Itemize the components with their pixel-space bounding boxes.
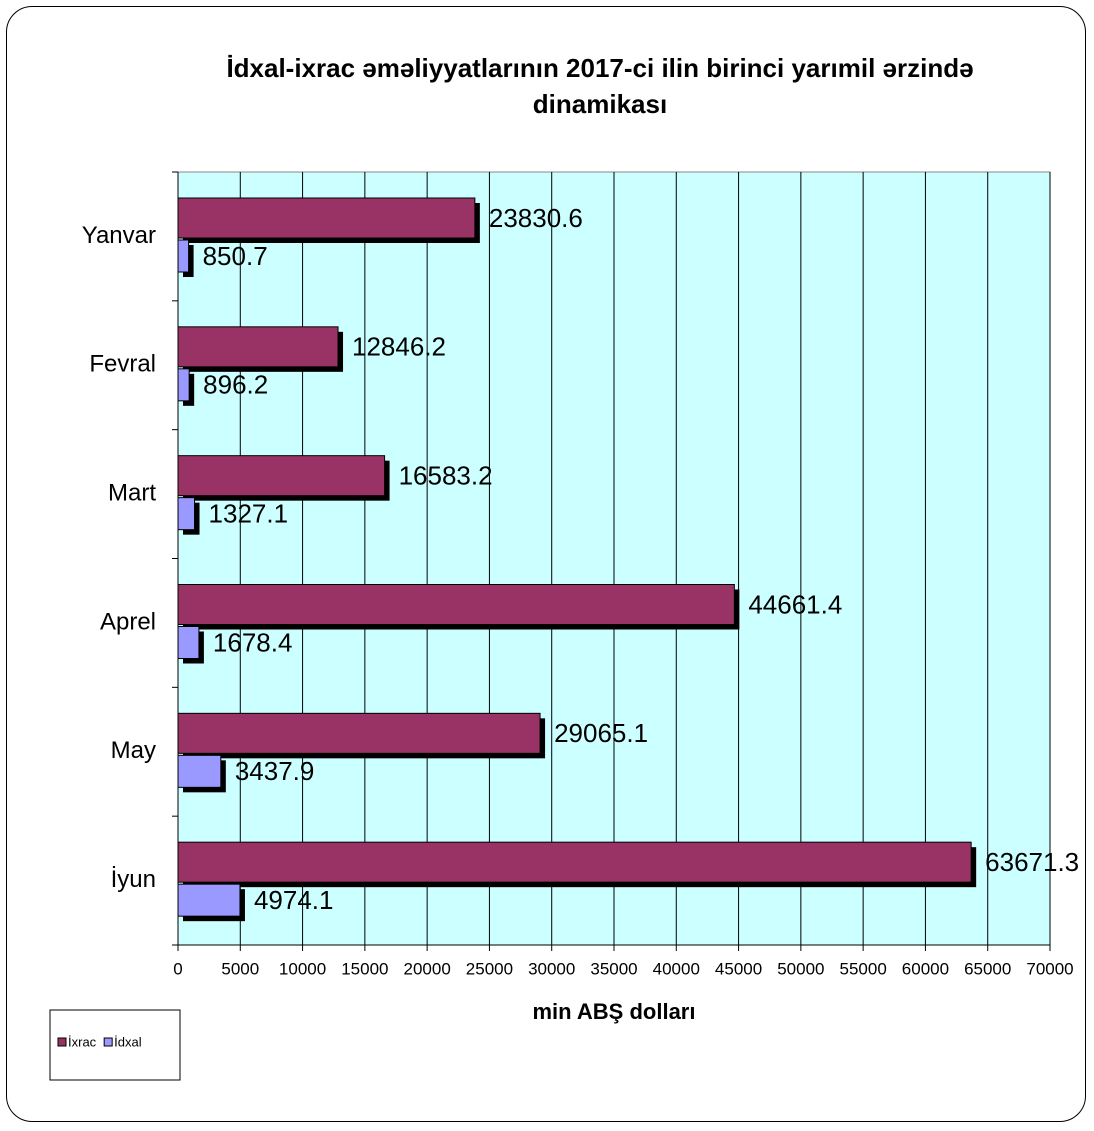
- x-tick-label: 60000: [902, 959, 949, 978]
- data-label: 1678.4: [213, 627, 293, 657]
- data-label: 44661.4: [748, 589, 842, 619]
- x-tick-label: 35000: [590, 959, 637, 978]
- data-label: 3437.9: [235, 756, 315, 786]
- bar: [177, 455, 386, 497]
- bar: [177, 754, 222, 788]
- x-tick-label: 10000: [279, 959, 326, 978]
- y-tick-label: Yanvar: [82, 222, 156, 249]
- x-tick-label: 55000: [840, 959, 887, 978]
- y-tick-label: İyun: [111, 866, 156, 893]
- bar: [177, 626, 200, 659]
- data-label: 4974.1: [254, 885, 334, 915]
- x-tick-label: 40000: [653, 959, 700, 978]
- legend-label: İdxal: [114, 1034, 142, 1049]
- data-label: 896.2: [203, 370, 268, 400]
- data-label: 1327.1: [209, 499, 289, 529]
- bar: [177, 239, 190, 273]
- chart-title: İdxal-ixrac əməliyyatlarının 2017-ci ili…: [226, 53, 974, 119]
- legend-swatch: [57, 1037, 67, 1047]
- legend-box: [49, 1009, 181, 1081]
- x-tick-label: 65000: [964, 959, 1011, 978]
- x-tick-label: 5000: [221, 959, 259, 978]
- data-label: 16583.2: [399, 461, 493, 491]
- data-label: 850.7: [203, 241, 268, 271]
- x-tick-label: 15000: [341, 959, 388, 978]
- y-tick-label: Aprel: [100, 608, 156, 635]
- bar: [177, 326, 339, 368]
- data-label: 12846.2: [352, 332, 446, 362]
- x-axis-title: min ABŞ dolları: [533, 999, 696, 1024]
- bar: [177, 584, 735, 625]
- bar: [177, 712, 541, 754]
- frame: [6, 6, 1086, 1122]
- bar: [177, 368, 190, 402]
- y-tick-label: Fevral: [89, 351, 156, 378]
- x-tick-label: 25000: [466, 959, 513, 978]
- data-label: 29065.1: [554, 718, 648, 748]
- x-tick-label: 50000: [777, 959, 824, 978]
- legend-label: İxrac: [68, 1034, 97, 1049]
- bar: [177, 841, 972, 883]
- bar: [177, 883, 241, 917]
- x-tick-label: 20000: [404, 959, 451, 978]
- x-tick-label: 0: [173, 959, 182, 978]
- data-label: 23830.6: [489, 203, 583, 233]
- x-tick-label: 70000: [1026, 959, 1073, 978]
- x-tick-label: 45000: [715, 959, 762, 978]
- legend-swatch: [103, 1037, 113, 1047]
- x-tick-label: 30000: [528, 959, 575, 978]
- bar: [177, 497, 196, 531]
- y-tick-label: Mart: [108, 479, 156, 506]
- data-label: 63671.3: [985, 847, 1079, 877]
- y-tick-label: May: [111, 737, 156, 764]
- bar: [177, 197, 476, 239]
